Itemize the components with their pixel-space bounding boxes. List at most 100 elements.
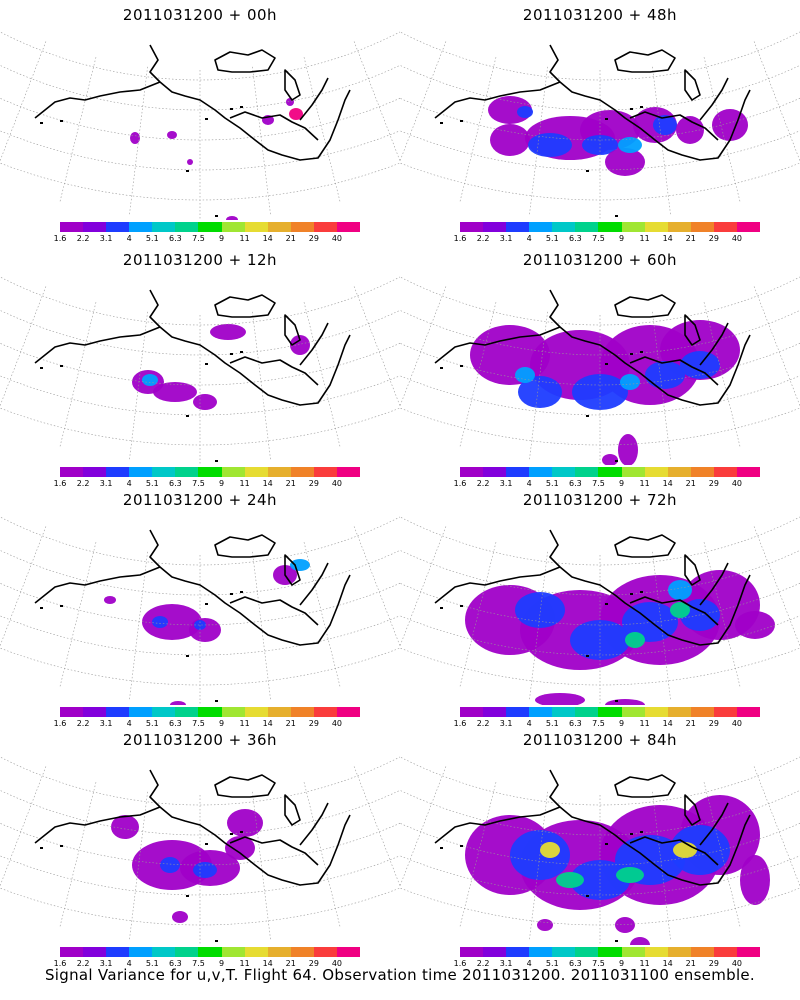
colorbar-swatch xyxy=(221,467,245,477)
field-contour xyxy=(153,382,197,402)
colorbar-tick-label: 9 xyxy=(218,479,225,488)
map-panel-84h: 2011031200 + 84h 1.6 2.2 3.1 4 5.1 6.3 7.5 9 11 1… xyxy=(400,725,800,970)
field-contour xyxy=(226,216,238,220)
colorbar-tick-label: 14 xyxy=(662,479,673,488)
colorbar-swatch xyxy=(152,467,176,477)
colorbar-ticks: 1.6 2.2 3.1 4 5.1 6.3 7.5 9 11 14 21 29 40 xyxy=(54,719,360,729)
island xyxy=(240,106,243,108)
colorbar-swatch xyxy=(506,947,530,957)
colorbar-swatch xyxy=(244,222,268,232)
colorbar-tick-label: 14 xyxy=(662,234,673,243)
colorbar xyxy=(460,222,761,232)
colorbar-tick-label: 9 xyxy=(218,959,225,968)
colorbar-tick-label: 40 xyxy=(731,234,743,243)
longitude-line xyxy=(252,551,271,701)
colorbar-swatch xyxy=(690,467,714,477)
field-contour xyxy=(152,616,168,628)
field-contour xyxy=(210,324,246,340)
colorbar-swatch xyxy=(552,467,576,477)
longitude-line xyxy=(753,286,800,407)
colorbar-swatch xyxy=(460,222,484,232)
field-contour xyxy=(172,911,188,923)
colorbar-swatch xyxy=(106,467,130,477)
colorbar-tick-label: 11 xyxy=(639,479,650,488)
colorbar-tick-label: 6.3 xyxy=(169,959,182,968)
colorbar xyxy=(460,707,761,717)
longitude-line xyxy=(703,302,741,448)
longitude-line xyxy=(303,302,341,448)
colorbar-tick-label: 9 xyxy=(218,234,225,243)
island xyxy=(40,607,43,609)
map-area xyxy=(0,516,400,705)
field-contour xyxy=(111,815,139,839)
island xyxy=(615,940,618,942)
field-contour xyxy=(670,602,690,618)
panel-title: 2011031200 + 72h xyxy=(522,491,678,509)
colorbar-tick-label: 1.6 xyxy=(53,234,67,243)
colorbar-swatch xyxy=(667,467,691,477)
colorbar xyxy=(60,947,361,957)
colorbar-tick-label: 21 xyxy=(285,719,296,728)
longitude-line xyxy=(303,57,341,203)
island xyxy=(440,607,443,609)
field-contour xyxy=(518,376,562,408)
colorbar-swatch xyxy=(552,947,576,957)
colorbar-swatch xyxy=(83,222,107,232)
colorbar-swatch xyxy=(60,707,84,717)
map-content xyxy=(400,756,800,945)
colorbar-ticks: 1.6 2.2 3.1 4 5.1 6.3 7.5 9 11 14 21 29 40 xyxy=(54,479,360,489)
colorbar-tick-label: 5.1 xyxy=(545,234,559,243)
longitude-line xyxy=(400,286,447,407)
longitude-line xyxy=(59,302,97,448)
colorbar-tick-label: 6.3 xyxy=(169,234,182,243)
field-contour xyxy=(668,580,692,600)
colorbar-swatch xyxy=(460,467,484,477)
colorbar-tick-label: 5.1 xyxy=(545,479,559,488)
colorbar xyxy=(60,467,361,477)
field-contour xyxy=(618,137,642,153)
colorbar-swatch xyxy=(529,707,553,717)
colorbar-swatch xyxy=(290,947,314,957)
colorbar-swatch xyxy=(667,707,691,717)
island xyxy=(40,122,43,124)
colorbar-swatch xyxy=(690,707,714,717)
latitude-line xyxy=(400,276,800,326)
field-contour xyxy=(620,374,640,390)
field-contour xyxy=(193,862,217,878)
colorbar-tick-label: 5.1 xyxy=(545,719,559,728)
field-contour xyxy=(130,132,140,144)
colorbar-swatch xyxy=(221,222,245,232)
colorbar-tick-label: 14 xyxy=(662,719,673,728)
colorbar-swatch xyxy=(552,222,576,232)
longitude-line xyxy=(353,766,400,887)
field-contour xyxy=(528,133,572,157)
colorbar-tick-label: 14 xyxy=(262,719,273,728)
colorbar-swatch xyxy=(575,467,599,477)
colorbar-tick-label: 4 xyxy=(126,479,132,488)
field-contour xyxy=(605,148,645,176)
island xyxy=(205,843,208,845)
island xyxy=(630,833,633,835)
field-contour xyxy=(515,367,535,383)
colorbar-tick-label: 29 xyxy=(708,719,719,728)
colorbar-swatch xyxy=(175,222,199,232)
colorbar-tick-label: 6.3 xyxy=(569,234,582,243)
colorbar-tick-label: 6.3 xyxy=(569,479,582,488)
map-area xyxy=(400,31,800,220)
island xyxy=(630,108,633,110)
field-contour xyxy=(142,604,202,640)
island xyxy=(460,605,463,607)
panel-title: 2011031200 + 60h xyxy=(522,251,678,269)
field-contour xyxy=(615,917,635,933)
map-content xyxy=(0,31,400,220)
field-contour xyxy=(189,618,221,642)
colorbar-tick-label: 1.6 xyxy=(453,719,467,728)
colorbar-swatch xyxy=(483,947,507,957)
colorbar-tick-label: 5.1 xyxy=(145,959,159,968)
field-contour xyxy=(673,842,697,858)
map-area xyxy=(0,31,400,220)
island xyxy=(60,120,63,122)
colorbar-swatch xyxy=(460,707,484,717)
island xyxy=(605,843,608,845)
island xyxy=(460,845,463,847)
